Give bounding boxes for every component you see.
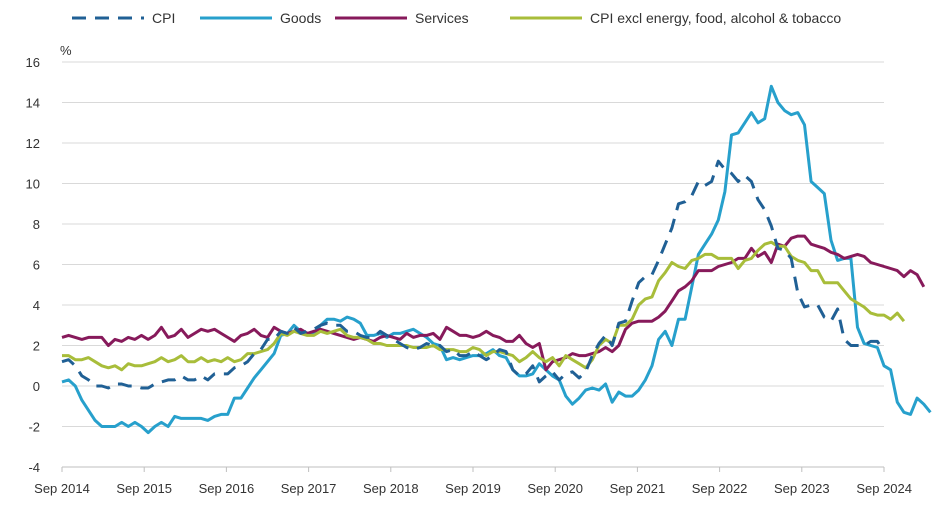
- legend-label: CPI: [152, 10, 175, 26]
- x-tick-label: Sep 2019: [445, 481, 501, 496]
- y-axis-ticks: -4 -2 0 2 4 6 8 10 12 14 16: [26, 55, 40, 475]
- x-tick-label: Sep 2016: [199, 481, 255, 496]
- x-tick-label: Sep 2023: [774, 481, 830, 496]
- legend-item-2: Services: [335, 10, 469, 26]
- legend-label: CPI excl energy, food, alcohol & tobacco: [590, 10, 841, 26]
- legend-item-0: CPI: [72, 10, 175, 26]
- x-tick-label: Sep 2022: [692, 481, 748, 496]
- y-tick-label: 8: [33, 217, 40, 232]
- y-tick-label: 14: [26, 96, 40, 111]
- y-tick-label: 0: [33, 379, 40, 394]
- legend-label: Services: [415, 10, 469, 26]
- x-tick-label: Sep 2021: [610, 481, 666, 496]
- x-tick-label: Sep 2017: [281, 481, 337, 496]
- y-tick-label: 2: [33, 339, 40, 354]
- x-tick-label: Sep 2020: [527, 481, 583, 496]
- series-line-0: [61, 159, 886, 390]
- x-axis: Sep 2014 Sep 2015 Sep 2016 Sep 2017 Sep 2018…: [34, 466, 912, 496]
- y-tick-label: -2: [28, 420, 40, 435]
- x-tick-label: Sep 2024: [856, 481, 912, 496]
- y-tick-label: -4: [28, 460, 40, 475]
- x-tick-label: Sep 2018: [363, 481, 419, 496]
- y-axis-unit-label: %: [60, 43, 72, 58]
- series-line-3: [62, 240, 906, 372]
- series-lines: [61, 84, 932, 435]
- legend-item-3: CPI excl energy, food, alcohol & tobacco: [510, 10, 841, 26]
- y-tick-label: 12: [26, 136, 40, 151]
- y-tick-label: 16: [26, 55, 40, 70]
- legend-label: Goods: [280, 10, 321, 26]
- x-tick-label: Sep 2015: [116, 481, 172, 496]
- x-tick-label: Sep 2014: [34, 481, 90, 496]
- y-tick-label: 6: [33, 258, 40, 273]
- legend: CPI Goods Services CPI excl energy, food, a…: [72, 10, 841, 26]
- y-tick-label: 4: [33, 298, 40, 313]
- y-tick-label: 10: [26, 177, 40, 192]
- legend-item-1: Goods: [200, 10, 321, 26]
